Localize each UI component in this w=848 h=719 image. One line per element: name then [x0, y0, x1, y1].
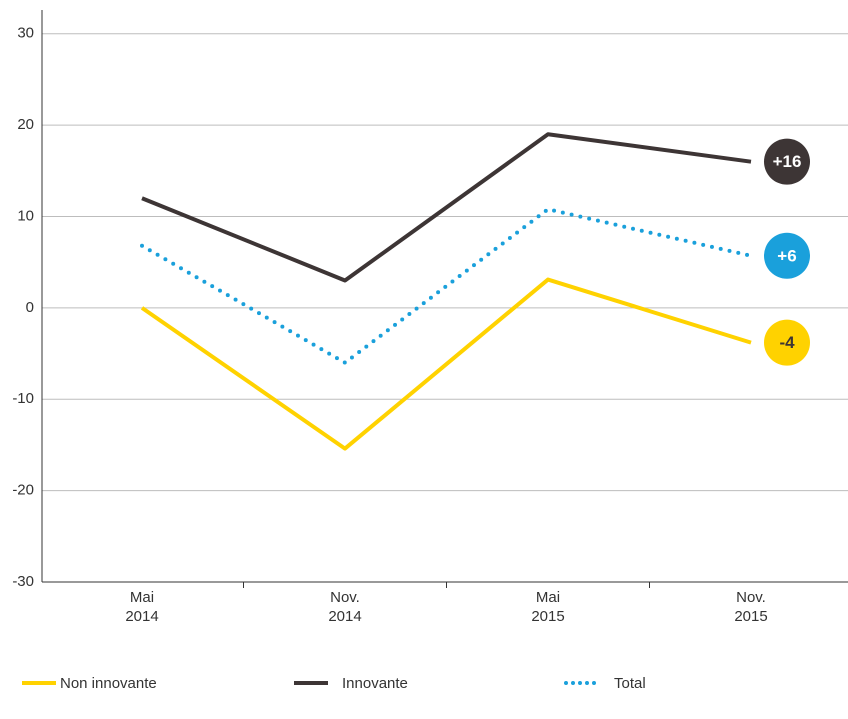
- y-tick-label: -20: [12, 482, 34, 499]
- x-tick-label: Nov. 2015: [734, 589, 768, 625]
- x-tick-label: Mai 2015: [531, 589, 565, 625]
- end-label-badge: [764, 319, 810, 366]
- end-label: +6: [777, 246, 796, 265]
- end-label: -4: [779, 333, 795, 352]
- y-tick-label: 30: [17, 25, 34, 42]
- legend-label: Non innovante: [60, 675, 157, 692]
- series-line: [141, 132, 752, 283]
- series-line: [140, 207, 753, 365]
- legend-label: Total: [614, 675, 646, 692]
- end-label-badge: [764, 138, 810, 185]
- end-label: +16: [773, 152, 802, 171]
- y-tick-label: 0: [26, 299, 34, 316]
- legend-label: Innovante: [342, 675, 408, 692]
- y-tick-label: -30: [12, 573, 34, 590]
- y-tick-label: 20: [17, 116, 34, 133]
- series-line: [140, 277, 752, 451]
- x-tick-label: Nov. 2014: [328, 589, 362, 625]
- x-tick-label: Mai 2014: [125, 589, 159, 625]
- y-tick-label: -10: [12, 390, 34, 407]
- end-label-badge: [764, 232, 810, 279]
- y-tick-label: 10: [17, 207, 34, 224]
